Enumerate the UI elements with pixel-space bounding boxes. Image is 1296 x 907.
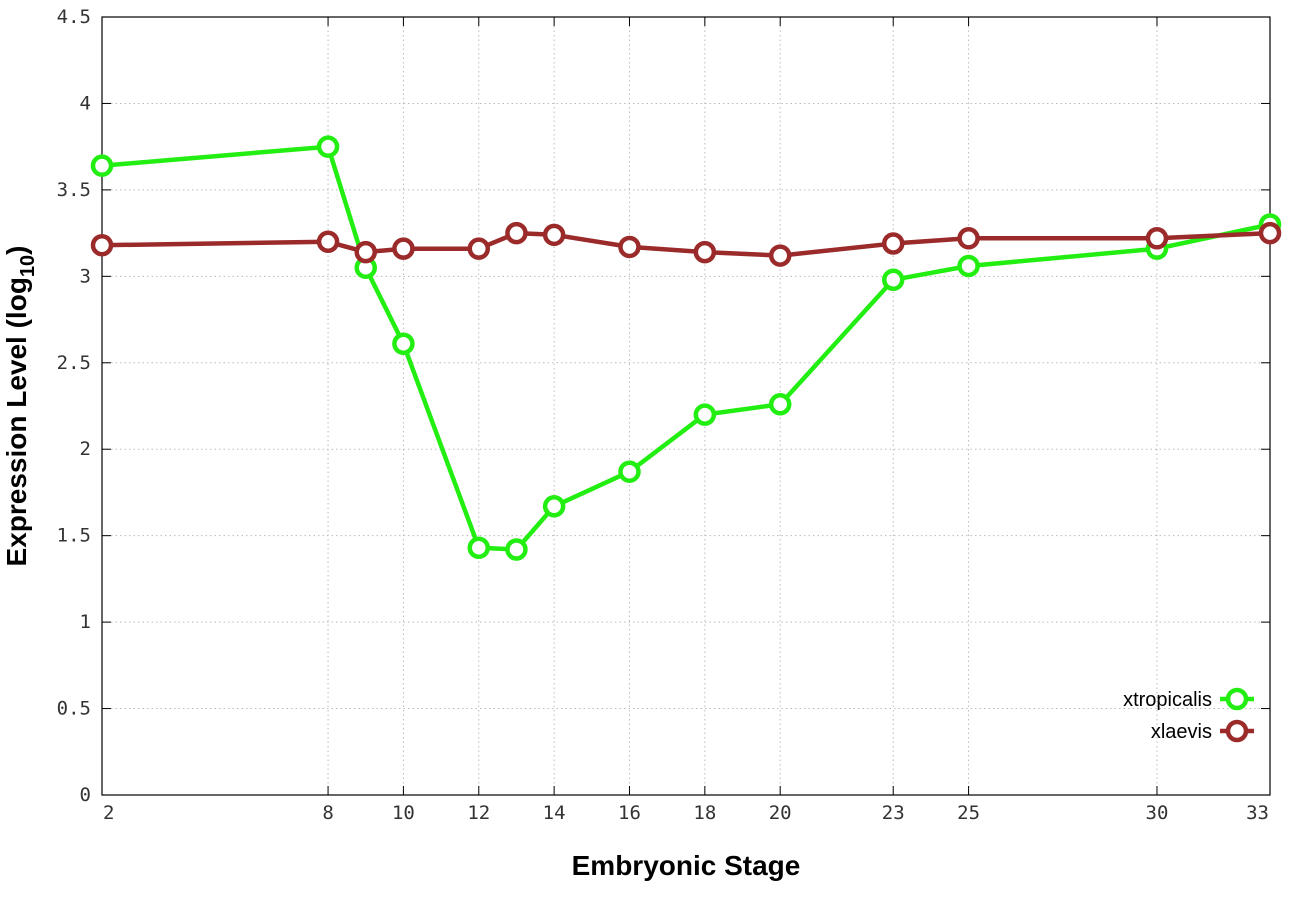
- data-point-xtropicalis: [316, 135, 340, 158]
- data-point-xlaevis: [1145, 227, 1169, 250]
- legend-swatch-marker: [1225, 719, 1249, 743]
- x-tick-label: 2: [103, 802, 114, 824]
- series-lines: [90, 135, 1282, 561]
- x-tick-label: 25: [957, 802, 980, 824]
- data-point-xlaevis: [957, 227, 980, 250]
- x-tick-label: 12: [467, 802, 490, 824]
- x-tick-label: 18: [693, 802, 716, 824]
- data-point-xlaevis: [354, 240, 377, 264]
- y-tick-label: 4.5: [57, 6, 91, 28]
- data-point-xtropicalis: [693, 403, 717, 426]
- legend-label: xtropicalis: [1123, 689, 1212, 711]
- data-point-xlaevis: [505, 221, 528, 245]
- y-tick-label: 4: [80, 92, 91, 114]
- data-point-xtropicalis: [618, 460, 641, 483]
- data-point-xlaevis: [90, 233, 114, 257]
- legend-item-xtropicalis: xtropicalis: [1123, 687, 1254, 711]
- data-point-xlaevis: [467, 237, 491, 260]
- data-point-xlaevis: [693, 240, 717, 264]
- data-point-xlaevis: [316, 230, 340, 254]
- x-tick-label: 14: [543, 802, 566, 824]
- series-line-xtropicalis: [101, 144, 1271, 552]
- data-point-xtropicalis: [542, 495, 566, 518]
- x-axis-title: Embryonic Stage: [572, 850, 801, 881]
- x-tick-label: 16: [618, 802, 641, 824]
- data-point-xtropicalis: [505, 538, 528, 561]
- data-point-xlaevis: [392, 237, 415, 260]
- x-tick-label: 33: [1246, 802, 1269, 824]
- y-tick-label: 2: [80, 438, 91, 460]
- y-tick-label: 1: [80, 611, 91, 633]
- series-xlaevis: [90, 221, 1282, 267]
- y-axis-title: Expression Level (log10): [1, 246, 39, 567]
- data-point-xlaevis: [881, 232, 905, 255]
- legend-item-xlaevis: xlaevis: [1151, 719, 1254, 743]
- x-tick-label: 30: [1146, 802, 1169, 824]
- y-tick-label: 1.5: [57, 525, 91, 547]
- y-tick-label: 0.5: [57, 698, 91, 720]
- data-point-xlaevis: [542, 223, 566, 247]
- x-tick-label: 8: [322, 802, 333, 824]
- axis-ticks: 0 0.5 1 1.5 2 2.5 3 3.5 4 4.5 2 8 10 12 14 16 18 20 23 25 30…: [57, 6, 1271, 824]
- data-point-xtropicalis: [768, 393, 792, 416]
- data-point-xtropicalis: [881, 268, 905, 292]
- data-point-xtropicalis: [467, 536, 491, 560]
- data-point-xtropicalis: [957, 254, 980, 278]
- data-point-xtropicalis: [392, 332, 415, 356]
- grid-lines: [102, 17, 1270, 795]
- y-tick-label: 3.5: [57, 179, 91, 201]
- series-xtropicalis: [90, 135, 1282, 561]
- data-point-xlaevis: [618, 235, 641, 259]
- legend-swatch-marker: [1225, 687, 1249, 711]
- legend: xtropicalis xlaevis: [1123, 687, 1254, 743]
- y-axis-title-subscript: 10: [17, 255, 39, 277]
- data-point-xlaevis: [1258, 221, 1282, 245]
- x-tick-label: 20: [769, 802, 792, 824]
- data-point-xtropicalis: [90, 154, 114, 177]
- legend-label: xlaevis: [1151, 721, 1212, 743]
- x-tick-label: 10: [392, 802, 415, 824]
- y-tick-label: 0: [80, 784, 91, 806]
- plot-frame: [101, 16, 1271, 796]
- x-tick-label: 23: [882, 802, 905, 824]
- y-tick-label: 3: [80, 265, 91, 287]
- y-tick-label: 2.5: [57, 352, 91, 374]
- data-point-xlaevis: [768, 244, 792, 267]
